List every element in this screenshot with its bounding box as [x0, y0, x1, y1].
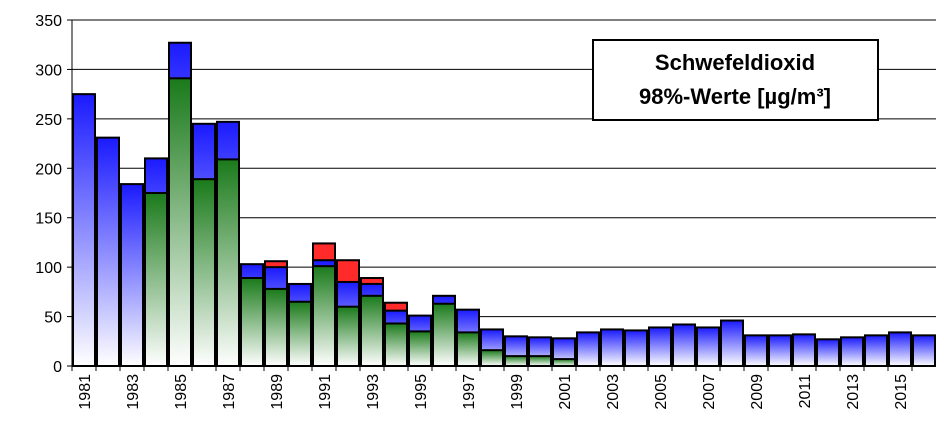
x-tick-label: 2005 [653, 374, 670, 410]
x-tick-label: 1981 [77, 374, 94, 410]
bar [720, 319, 744, 368]
x-tick-label: 2007 [701, 374, 718, 410]
x-tick-label: 2009 [749, 374, 766, 410]
bar [72, 93, 96, 368]
bar [528, 355, 552, 368]
bar [216, 158, 240, 367]
y-tick-label: 150 [35, 211, 62, 228]
bar [744, 334, 768, 367]
bar [576, 331, 600, 368]
bar [624, 329, 648, 368]
y-tick-label: 200 [35, 161, 62, 178]
y-tick-label: 350 [35, 13, 62, 30]
bar [696, 326, 720, 367]
y-tick-label: 100 [35, 260, 62, 277]
bar [288, 300, 312, 367]
bar [96, 136, 120, 367]
x-tick-label: 2001 [557, 374, 574, 410]
bar [792, 333, 816, 368]
bar [888, 331, 912, 368]
x-tick-label: 1995 [413, 374, 430, 410]
x-tick-label: 1999 [509, 374, 526, 410]
y-tick-label: 300 [35, 62, 62, 79]
bar [336, 305, 360, 367]
y-tick-label: 250 [35, 112, 62, 129]
bar [264, 287, 288, 367]
bar [192, 178, 216, 367]
bar [360, 294, 384, 367]
title-box [592, 39, 879, 121]
x-tick-label: 2003 [605, 374, 622, 410]
bar [120, 183, 144, 367]
bar [432, 302, 456, 367]
bar [912, 334, 936, 367]
chart-title: Schwefeldioxid [655, 50, 815, 75]
x-tick-label: 1993 [365, 374, 382, 410]
x-tick-label: 1983 [125, 374, 142, 410]
bar [672, 323, 696, 368]
bar [552, 358, 576, 367]
x-tick-label: 2015 [893, 374, 910, 410]
bar [840, 336, 864, 367]
x-tick-label: 1991 [317, 374, 334, 410]
x-tick-label: 1989 [269, 374, 286, 410]
bar [312, 265, 336, 368]
bar [768, 334, 792, 367]
bar [144, 192, 168, 367]
bar [648, 326, 672, 367]
bar [480, 349, 504, 368]
x-tick-label: 2011 [797, 374, 814, 409]
bar [816, 338, 840, 367]
y-tick-label: 0 [53, 359, 62, 376]
y-tick-label: 50 [44, 310, 62, 327]
bar [600, 328, 624, 367]
x-tick-label: 2013 [845, 374, 862, 410]
x-tick-label: 1997 [461, 374, 478, 410]
x-tick-label: 1987 [221, 374, 238, 410]
bar [408, 330, 432, 367]
bar [168, 77, 192, 367]
bar [864, 334, 888, 367]
chart-subtitle: 98%-Werte [µg/m³] [639, 84, 831, 109]
bar [456, 331, 480, 368]
x-tick-label: 1985 [173, 374, 190, 410]
bar [384, 322, 408, 367]
bar [504, 355, 528, 368]
bar [240, 277, 264, 368]
